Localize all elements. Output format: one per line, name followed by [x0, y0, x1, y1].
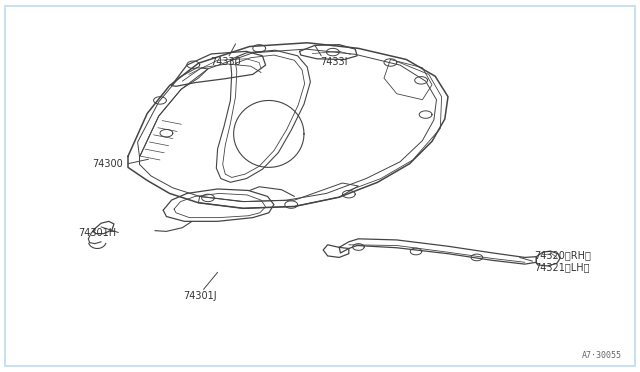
Text: A7·30055: A7·30055 [582, 351, 622, 360]
Text: 74300: 74300 [92, 159, 123, 169]
Text: 74301J: 74301J [183, 291, 216, 301]
Text: 74320《RH》
74321《LH》: 74320《RH》 74321《LH》 [534, 250, 591, 272]
Text: 7433I: 7433I [320, 57, 348, 67]
Text: 74330: 74330 [210, 57, 241, 67]
Text: 74301H: 74301H [78, 228, 116, 238]
